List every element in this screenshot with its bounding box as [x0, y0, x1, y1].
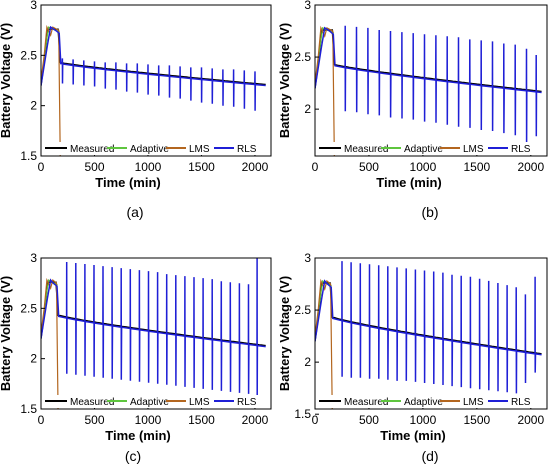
y-tick-label: 1.5 — [294, 407, 311, 421]
x-tick-label: 1500 — [188, 160, 215, 174]
plot-area — [41, 258, 266, 409]
legend-label-measured: Measured — [70, 144, 114, 155]
x-tick-label: 2000 — [517, 160, 544, 174]
x-tick-label: 1000 — [410, 160, 437, 174]
legend-label-lms: LMS — [189, 397, 210, 408]
x-tick-label: 0 — [312, 413, 319, 427]
legend-label-lms: LMS — [189, 144, 210, 155]
axes-frame — [314, 257, 548, 410]
legend: Measured Adaptive LMS RLS — [316, 142, 546, 155]
panel-caption: (a) — [126, 204, 143, 220]
y-tick-label: 3 — [30, 0, 37, 12]
chart-panel-2: 2 2.5 3 0 500 1000 1500 2000 Time (min) Battery V… — [277, 0, 548, 220]
y-tick-label: 1.5 — [20, 149, 37, 163]
legend: Measured Adaptive LMS RLS — [42, 142, 270, 155]
y-axis-label: Battery Voltage (V) — [277, 23, 292, 138]
x-tick-label: 1500 — [188, 413, 215, 427]
x-axis-label: Time (min) — [380, 428, 446, 443]
x-tick-label: 2000 — [242, 413, 269, 427]
series-rls-line — [315, 25, 542, 149]
x-tick-label: 1000 — [135, 160, 162, 174]
legend-label-adaptive: Adaptive — [404, 144, 443, 155]
y-tick-label: 2.5 — [20, 48, 37, 62]
x-tick-label: 1500 — [464, 413, 491, 427]
plot-area — [315, 25, 542, 156]
y-axis-label: Battery Voltage (V) — [0, 276, 13, 391]
y-tick-label: 2.5 — [294, 50, 311, 64]
x-tick-label: 500 — [359, 160, 379, 174]
legend: Measured Adaptive LMS RLS — [42, 395, 270, 408]
y-tick-label: 2 — [304, 355, 311, 369]
x-tick-label: 500 — [359, 413, 379, 427]
axes-frame — [314, 4, 548, 157]
y-tick-label: 3 — [304, 251, 311, 265]
x-tick-label: 1000 — [135, 413, 162, 427]
y-tick-label: 3 — [30, 251, 37, 265]
x-tick-label: 500 — [84, 160, 104, 174]
y-axis-label: Battery Voltage (V) — [0, 23, 13, 138]
series-measured-line — [41, 28, 266, 86]
plot-area — [315, 261, 542, 409]
series-lms-line — [41, 24, 61, 156]
x-tick-label: 0 — [38, 160, 45, 174]
x-axis-label: Time (min) — [376, 175, 442, 190]
legend-label-rls: RLS — [511, 144, 531, 155]
panel-caption: (c) — [125, 448, 141, 464]
series-measured-line — [41, 281, 266, 347]
legend-label-lms: LMS — [463, 397, 484, 408]
series-measured-line — [315, 29, 542, 93]
axes-frame — [40, 4, 272, 157]
x-tick-label: 2000 — [517, 413, 544, 427]
y-axis-label: Battery Voltage (V) — [277, 276, 292, 391]
x-axis-label: Time (min) — [95, 175, 161, 190]
legend-label-rls: RLS — [511, 397, 531, 408]
legend-label-measured: Measured — [70, 397, 114, 408]
plot-area — [41, 24, 266, 156]
chart-panel-3: 1.5 2 2.5 3 0 500 1000 1500 2000 Time (min) Batter… — [0, 251, 272, 464]
legend-label-measured: Measured — [344, 144, 388, 155]
x-tick-label: 1000 — [410, 413, 437, 427]
axes-frame — [40, 257, 272, 410]
x-tick-label: 0 — [38, 413, 45, 427]
legend-label-rls: RLS — [237, 144, 257, 155]
legend-label-adaptive: Adaptive — [130, 144, 169, 155]
legend-label-rls: RLS — [237, 397, 257, 408]
x-tick-label: 0 — [312, 160, 319, 174]
series-lms-line — [315, 25, 335, 156]
legend-background — [316, 142, 546, 155]
panel-caption: (b) — [421, 204, 438, 220]
series-rls-line — [315, 261, 542, 394]
x-tick-label: 2000 — [242, 160, 269, 174]
series-measured-line — [315, 282, 542, 355]
legend-background — [316, 395, 546, 408]
y-tick-label: 2.5 — [294, 303, 311, 317]
x-axis-label: Time (min) — [105, 428, 171, 443]
x-tick-label: 1500 — [464, 160, 491, 174]
legend-background — [42, 142, 270, 155]
x-tick-label: 500 — [84, 413, 104, 427]
legend-background — [42, 395, 270, 408]
series-rls-line — [41, 25, 266, 111]
series-lms-line — [41, 277, 59, 409]
legend-label-measured: Measured — [344, 397, 388, 408]
legend-label-adaptive: Adaptive — [404, 397, 443, 408]
y-tick-label: 3 — [304, 0, 311, 12]
series-rls-line — [41, 258, 266, 399]
legend: Measured Adaptive LMS RLS — [316, 395, 546, 408]
legend-label-adaptive: Adaptive — [130, 397, 169, 408]
panel-caption: (d) — [421, 448, 438, 464]
chart-panel-4: 1.5 2 2.5 3 0 500 1000 1500 2000 Time (min) Batter… — [277, 251, 548, 464]
y-tick-label: 2 — [304, 102, 311, 116]
chart-panel-1: 1.5 2 2.5 3 0 500 1000 1500 2000 Time (min) Batter… — [0, 0, 272, 220]
y-tick-label: 2 — [30, 99, 37, 113]
legend-label-lms: LMS — [463, 144, 484, 155]
series-lms-line — [315, 278, 333, 409]
y-tick-label: 2 — [30, 352, 37, 366]
y-tick-label: 2.5 — [20, 301, 37, 315]
y-tick-label: 1.5 — [20, 402, 37, 416]
